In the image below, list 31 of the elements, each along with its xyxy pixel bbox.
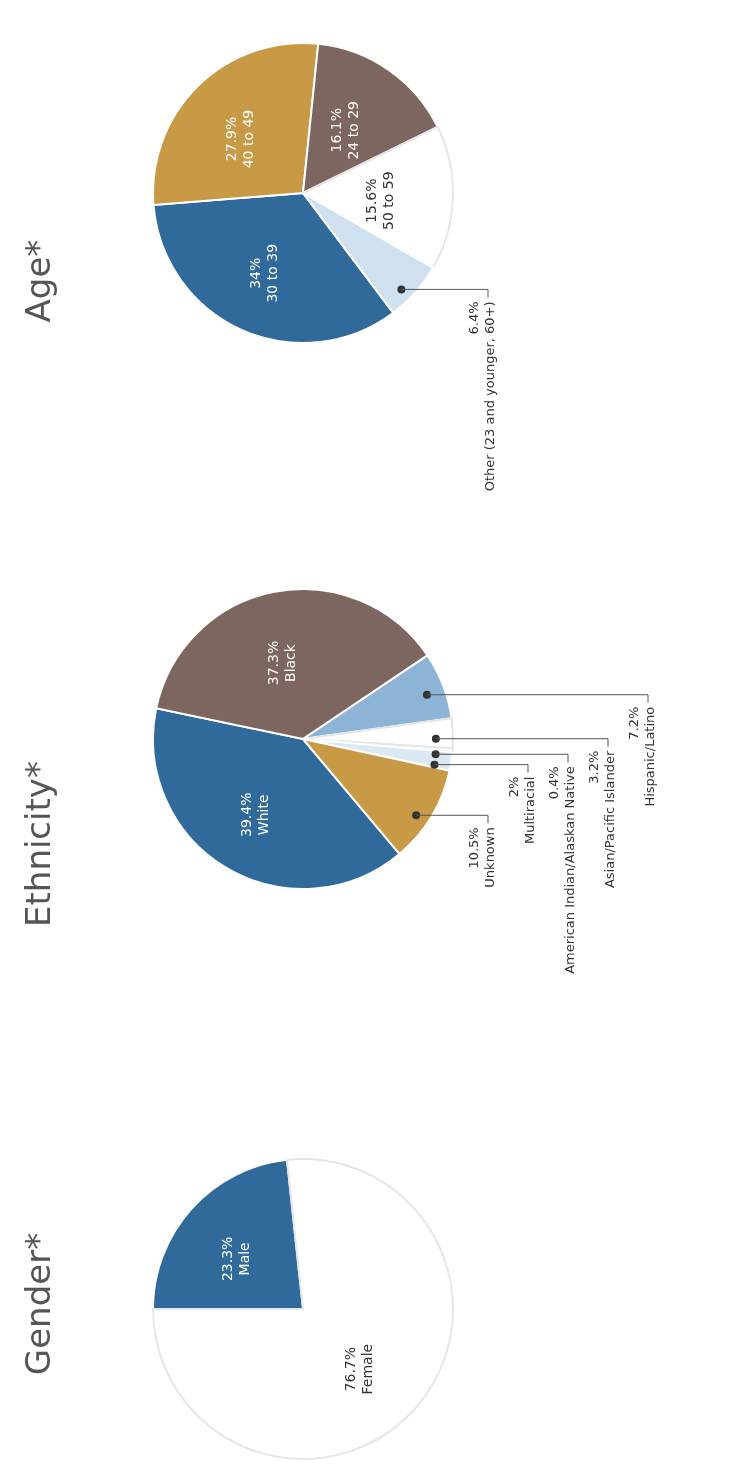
data-label: 23.3% xyxy=(219,1236,236,1282)
data-label: 0.4% xyxy=(546,766,561,800)
slice-label: Black xyxy=(281,643,298,682)
data-label: 39.4% xyxy=(238,792,255,838)
text: Ethnicity* xyxy=(18,761,59,927)
slice-label: 30 to 39 xyxy=(263,243,280,303)
slice-label: 40 to 49 xyxy=(239,109,256,169)
data-label: 6.4% xyxy=(466,301,481,335)
slice-label: 50 to 59 xyxy=(380,171,397,230)
slice-label: Hispanic/Latino xyxy=(642,706,658,807)
slice-label: Asian/Pacific Islander xyxy=(602,750,618,889)
text: Gender* xyxy=(18,1232,59,1376)
slice-label: Multiracial xyxy=(522,776,538,845)
data-label: 7.2% xyxy=(626,706,641,740)
data-label: 2% xyxy=(506,776,521,798)
data-label: 76.7% xyxy=(342,1346,359,1392)
data-label: 3.2% xyxy=(586,750,601,784)
slice-label: Female xyxy=(358,1343,375,1395)
data-label: 34% xyxy=(246,257,263,289)
slice-label: American Indian/Alaskan Native xyxy=(562,766,578,974)
slice-label: Other (23 and younger, 60+) xyxy=(482,301,498,492)
slice-label: White xyxy=(255,794,272,836)
data-label: 10.5% xyxy=(466,827,481,869)
slice-label: 24 to 29 xyxy=(344,100,361,160)
text: Age* xyxy=(18,239,59,323)
data-label: 27.9% xyxy=(223,116,240,162)
slice-label: Unknown xyxy=(482,827,498,888)
slice-label: Male xyxy=(236,1242,253,1276)
data-label: 37.3% xyxy=(265,640,282,686)
data-label: 15.6% xyxy=(363,178,380,223)
data-label: 16.1% xyxy=(327,108,344,153)
